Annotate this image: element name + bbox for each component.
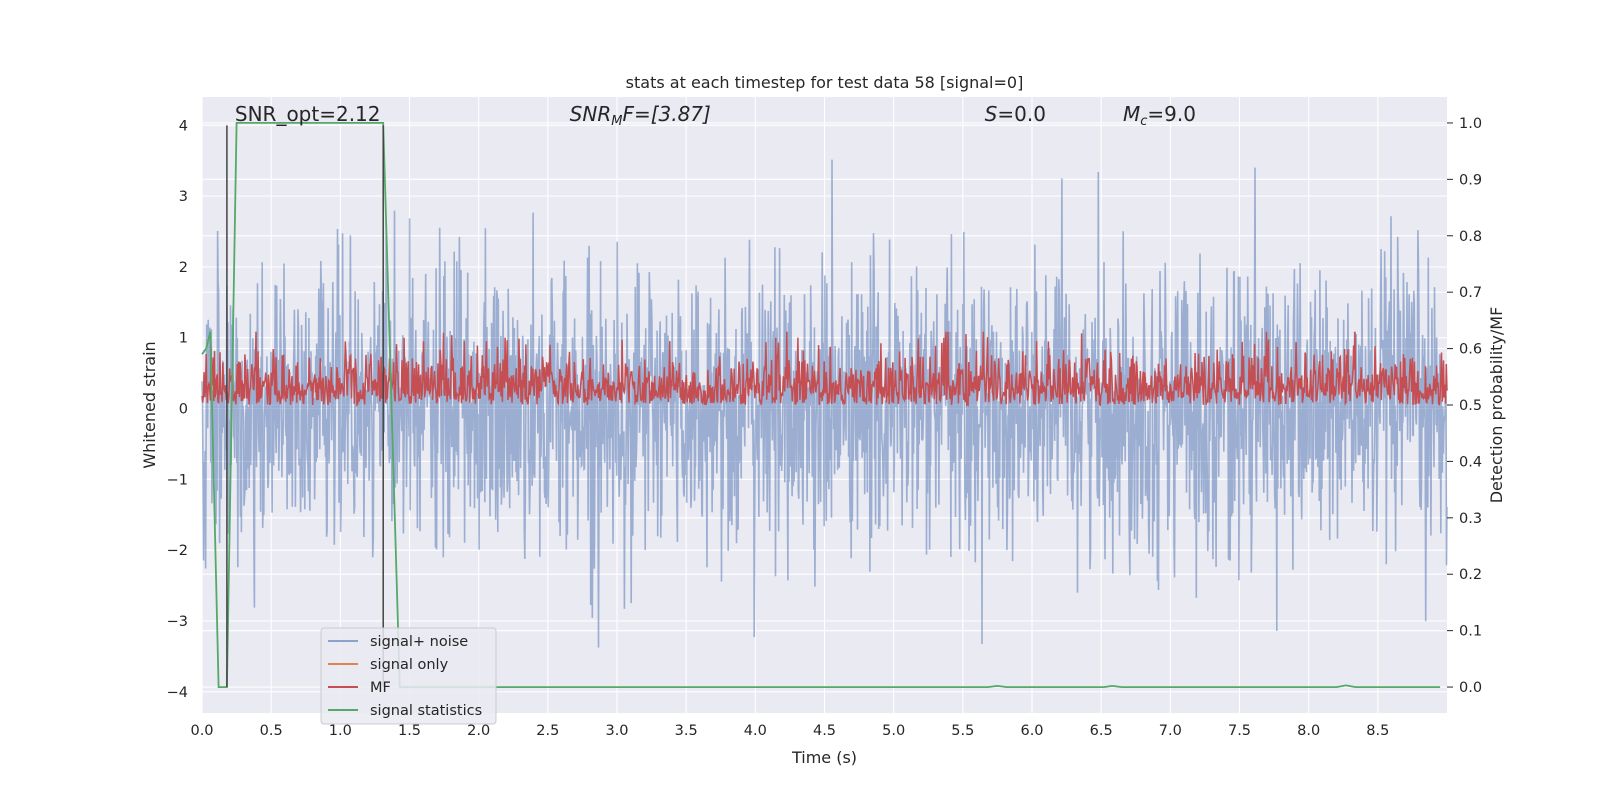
annotation-tail: =0.0 [997, 102, 1046, 126]
annotation-tail: F=[3.87] [622, 102, 710, 126]
x-tick-label: 7.0 [1159, 723, 1182, 739]
x-tick-label: 0.0 [190, 723, 213, 739]
y-right-tick-label: 0.2 [1459, 567, 1482, 583]
x-tick-label: 3.0 [605, 723, 628, 739]
series-line-signal-statistics [201, 122, 1441, 688]
legend-label: MF [370, 680, 391, 696]
x-tick-label: 3.5 [675, 723, 698, 739]
series-line-mf [201, 331, 1448, 408]
y-right-tick-label: 0.5 [1459, 398, 1482, 414]
y-right-tick-label: 0.0 [1459, 680, 1482, 696]
legend-box [320, 627, 497, 725]
vertical-lines [226, 125, 384, 688]
y-right-tick-label: 0.8 [1459, 229, 1482, 245]
x-tick-label: 7.5 [1228, 723, 1251, 739]
x-tick-label: 0.5 [260, 723, 283, 739]
y-right-tick-label: 0.9 [1459, 172, 1482, 188]
annotation-label: SNRMF=[3.87] [570, 102, 711, 129]
y-axis-label-left: Whitened strain [140, 341, 159, 468]
y-left-tick-label: 0 [179, 402, 188, 418]
y-left-tick-label: −1 [167, 472, 188, 488]
y-left-tick-label: −3 [167, 614, 188, 630]
series-line-signal-plus-noise [201, 159, 1448, 648]
y-right-tick-label: 0.1 [1459, 624, 1482, 640]
x-tick-label: 4.0 [744, 723, 767, 739]
y-left-tick-label: 4 [179, 118, 188, 134]
x-axis-label: Time (s) [791, 748, 857, 767]
x-tick-label: 5.5 [951, 723, 974, 739]
annotation-main: S [985, 102, 998, 126]
legend: signal+ noise signal only MF signal statist… [320, 627, 497, 725]
annotation-subscript: c [1140, 114, 1147, 129]
annotation-subscript: M [611, 114, 622, 129]
y-axis-label-right: Detection probability/MF [1487, 307, 1506, 504]
x-tick-label: 2.0 [467, 723, 490, 739]
tick-layer: 0.0 0.5 1.0 1.5 2.0 2.5 3.0 3.5 4.0 4.5 5.0 5.5 6.0 6… [167, 116, 1482, 739]
x-tick-label: 8.0 [1297, 723, 1320, 739]
y-right-tick-label: 0.3 [1459, 511, 1482, 527]
annotation-label: Mc=9.0 [1123, 102, 1196, 129]
x-tick-label: 5.0 [882, 723, 905, 739]
x-tick-label: 6.5 [1090, 723, 1113, 739]
x-tick-label: 6.0 [1020, 723, 1043, 739]
y-right-tick-label: 0.7 [1459, 285, 1482, 301]
x-tick-label: 2.5 [536, 723, 559, 739]
y-right-tick-label: 1.0 [1459, 116, 1482, 132]
y-left-tick-label: 1 [179, 331, 188, 347]
chart-title: stats at each timestep for test data 58 … [626, 73, 1024, 92]
x-tick-label: 4.5 [813, 723, 836, 739]
y-left-tick-label: −4 [167, 685, 188, 701]
x-tick-label: 1.5 [398, 723, 421, 739]
y-left-tick-label: −2 [167, 543, 188, 559]
x-tick-label: 8.5 [1366, 723, 1389, 739]
annotation-main: M [1123, 102, 1140, 126]
annotation-label: SNR_opt=2.12 [235, 102, 381, 126]
annotation-main: SNR_opt=2.12 [235, 102, 381, 126]
y-left-tick-label: 3 [179, 189, 188, 205]
annotations: SNR_opt=2.12 SNRMF=[3.87] S=0.0 Mc=9.0 [235, 102, 1196, 129]
annotation-main: SNR [570, 102, 612, 126]
y-left-tick-label: 2 [179, 260, 188, 276]
x-tick-label: 1.0 [329, 723, 352, 739]
y-right-tick-label: 0.6 [1459, 342, 1482, 358]
annotation-tail: =9.0 [1147, 102, 1196, 126]
series-layer [201, 122, 1448, 688]
annotation-label: S=0.0 [985, 102, 1046, 126]
y-right-tick-label: 0.4 [1459, 454, 1482, 470]
legend-label: signal+ noise [370, 634, 468, 650]
legend-label: signal statistics [370, 703, 482, 719]
legend-label: signal only [370, 657, 449, 673]
